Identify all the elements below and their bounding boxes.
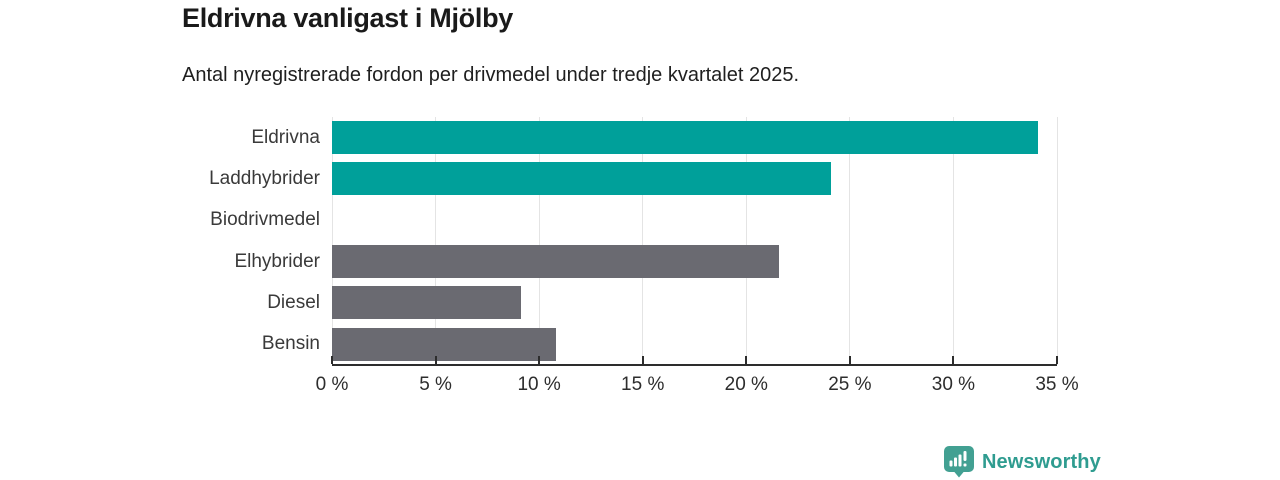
bar-eldrivna <box>332 121 1039 155</box>
x-tick-label-0: 0 % <box>315 374 349 395</box>
x-tick-0 <box>331 356 333 364</box>
category-label-diesel: Diesel <box>267 291 320 313</box>
x-axis-line <box>332 364 1057 366</box>
gridline-10 <box>538 117 540 365</box>
x-tick-25 <box>848 356 851 364</box>
x-tick-20 <box>745 356 748 364</box>
chart-title: Eldrivna vanligast i Mjölby <box>182 3 513 33</box>
x-tick-30 <box>952 356 955 364</box>
x-tick-label-10: 10 % <box>517 374 561 395</box>
x-tick-label-30: 30 % <box>931 374 976 395</box>
gridline-30 <box>952 117 954 365</box>
bar-chart-speech-bubble-icon <box>944 446 974 478</box>
chart-subtitle: Antal nyregistrerade fordon per drivmede… <box>182 64 800 86</box>
gridline-5 <box>435 117 437 365</box>
bar-diesel <box>332 286 521 320</box>
x-tick-label-5: 5 % <box>419 374 452 395</box>
x-tick-label-20: 20 % <box>724 374 768 395</box>
bar-laddhybrider <box>332 162 832 196</box>
x-tick-5 <box>434 356 437 364</box>
bar-bensin <box>332 327 556 361</box>
gridline-0 <box>331 117 333 365</box>
newsworthy-logo-text: Newsworthy <box>982 450 1101 473</box>
x-tick-label-15: 15 % <box>621 374 665 395</box>
category-label-laddhybrider: Laddhybrider <box>209 167 320 189</box>
x-tick-15 <box>641 356 644 364</box>
x-tick-10 <box>538 356 541 364</box>
bar-elhybrider <box>332 245 780 279</box>
gridline-35 <box>1056 117 1058 365</box>
category-label-bensin: Bensin <box>261 333 320 355</box>
category-label-eldrivna: Eldrivna <box>251 126 320 148</box>
x-tick-35 <box>1056 356 1058 364</box>
gridline-15 <box>642 117 644 365</box>
x-tick-label-25: 25 % <box>828 374 872 395</box>
x-tick-label-35: 35 % <box>1035 374 1079 395</box>
category-label-elhybrider: Elhybrider <box>234 250 320 272</box>
gridline-25 <box>849 117 851 365</box>
newsworthy-logo: Newsworthy <box>944 446 1101 478</box>
gridline-20 <box>745 117 747 365</box>
category-label-biodrivmedel: Biodrivmedel <box>210 209 320 231</box>
